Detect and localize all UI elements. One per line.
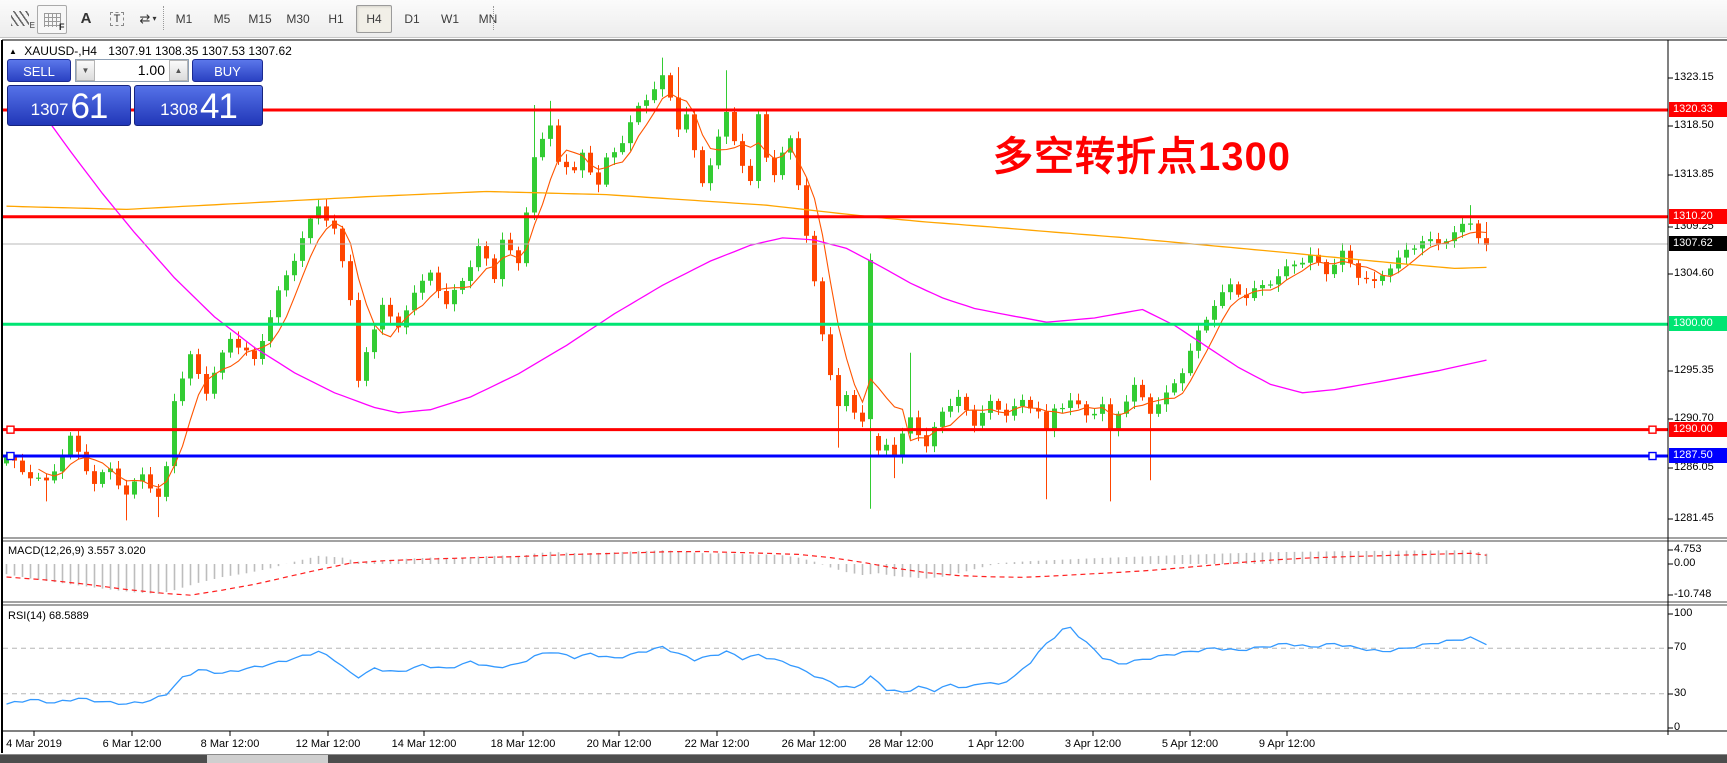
time-axis-label: 4 Mar 2019 [6,738,62,750]
buy-price-small: 1308 [160,100,198,119]
price-badge: 1290.00 [1669,422,1727,437]
taskbar-segment[interactable] [207,755,328,763]
volume-increase-button[interactable]: ▲ [169,60,188,81]
time-axis-label: 1 Apr 12:00 [967,738,1025,750]
volume-input[interactable]: 1.00 [137,62,165,78]
volume-stepper: ▼ 1.00 ▲ [75,59,189,82]
quote-header: ▲ XAUUSD-,H4 1307.91 1308.35 1307.53 130… [9,44,292,58]
rsi-axis-label: 30 [1674,687,1687,699]
trendline-handle [6,425,15,434]
trendline-handle [1648,425,1657,434]
time-axis-label: 20 Mar 12:00 [586,738,652,750]
toolbar-separator [493,6,495,30]
time-axis-label: 3 Apr 12:00 [1064,738,1122,750]
time-axis-label: 26 Mar 12:00 [781,738,847,750]
time-axis-label: 6 Mar 12:00 [102,738,162,750]
price-tick-label: 1281.45 [1674,512,1714,524]
time-axis-label: 12 Mar 12:00 [295,738,361,750]
macd-axis-label: 0.00 [1674,557,1696,569]
text-label-icon[interactable]: A [80,10,92,27]
time-axis-label: 22 Mar 12:00 [684,738,750,750]
sell-button[interactable]: SELL [7,59,71,82]
volume-decrease-button[interactable]: ▼ [76,60,95,81]
text-box-icon[interactable]: T [103,5,131,32]
time-axis-label: 28 Mar 12:00 [868,738,934,750]
sell-price-small: 1307 [30,100,69,119]
time-axis-label: 8 Mar 12:00 [200,738,260,750]
price-badge: 1307.62 [1669,236,1727,251]
collapse-triangle-icon[interactable]: ▲ [9,47,17,56]
macd-axis-label: -10.748 [1674,588,1712,600]
buy-button[interactable]: BUY [192,59,263,82]
trendline-handle [6,451,15,461]
rsi-axis-label: 0 [1674,721,1681,733]
price-tick-label: 1323.15 [1674,71,1714,83]
arrange-cycle-icon[interactable]: ⇄ ▾ [139,10,157,26]
time-axis-label: 9 Apr 12:00 [1258,738,1316,750]
price-badge: 1300.00 [1669,316,1727,331]
macd-axis-label: 4.753 [1674,543,1702,555]
sell-price-panel[interactable]: 1307 61 [7,85,131,126]
rsi-axis-label: 100 [1674,607,1693,619]
sell-price-big: 61 [70,87,108,126]
price-badge: 1320.33 [1669,102,1727,117]
timeframe-button-M5[interactable]: M5 [213,12,231,26]
price-tick-label: 1290.70 [1674,412,1714,424]
symbol-period-label: XAUUSD-,H4 [24,44,97,58]
price-tick-label: 1286.05 [1674,461,1714,473]
ohlc-values: 1307.91 1308.35 1307.53 1307.62 [108,44,292,58]
timeframe-button-M1[interactable]: M1 [175,12,193,26]
buy-price-panel[interactable]: 1308 41 [134,85,263,126]
price-tick-label: 1313.85 [1674,168,1714,180]
grid-snap-icon[interactable]: F [37,5,67,34]
price-tick-label: 1295.35 [1674,364,1714,376]
time-axis-label: 14 Mar 12:00 [391,738,457,750]
rsi-axis-label: 70 [1674,641,1687,653]
timeframe-button-H1[interactable]: H1 [328,12,344,26]
buy-price-big: 41 [199,87,238,126]
timeframe-button-W1[interactable]: W1 [441,12,459,26]
chart-annotation-text[interactable]: 多空转折点1300 [993,135,1291,179]
toolbar-separator [163,6,165,30]
timeframe-button-H4[interactable]: H4 [356,5,392,33]
timeframe-button-D1[interactable]: D1 [404,12,420,26]
taskbar-strip[interactable] [0,754,1727,763]
timeframe-button-MN[interactable]: MN [478,12,498,26]
top-toolbar: E F A T ⇄ ▾ M1 M5 M15 M30 H1 H4 D1 W1 MN [0,0,1727,38]
trendline-handle [1648,451,1657,461]
price-tick-label: 1304.60 [1674,267,1714,279]
time-axis-label: 5 Apr 12:00 [1161,738,1219,750]
chevron-down-icon: ▾ [152,14,157,23]
price-badge: 1287.50 [1669,448,1727,463]
pattern-hatch-icon[interactable]: E [6,5,35,32]
price-tick-label: 1318.50 [1674,119,1714,131]
price-badge: 1310.20 [1669,209,1727,224]
rsi-label: RSI(14) 68.5889 [8,610,89,622]
macd-label: MACD(12,26,9) 3.557 3.020 [8,545,146,557]
timeframe-button-M15[interactable]: M15 [248,12,272,26]
time-axis-label: 18 Mar 12:00 [490,738,556,750]
timeframe-button-M30[interactable]: M30 [286,12,310,26]
